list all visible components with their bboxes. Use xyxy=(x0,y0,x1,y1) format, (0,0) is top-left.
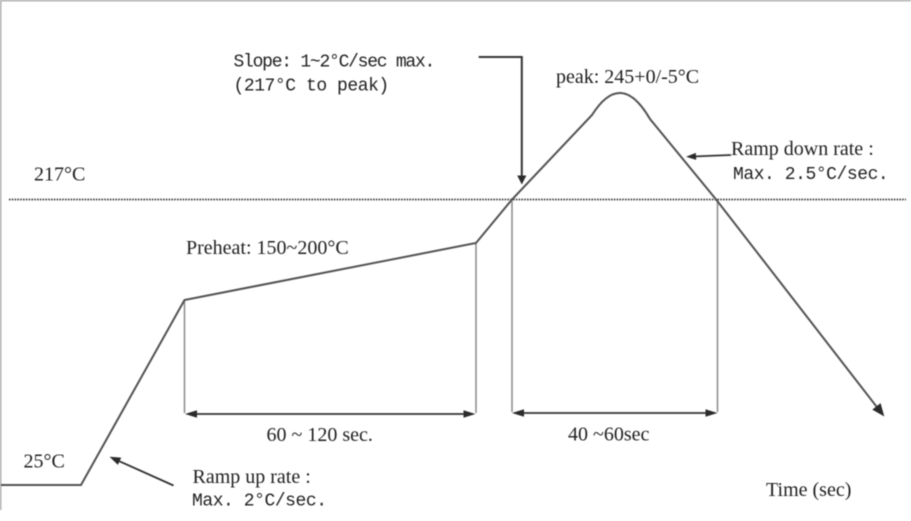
svg-text:Ramp up rate :: Ramp up rate : xyxy=(193,466,311,488)
svg-text:25°C: 25°C xyxy=(24,451,65,473)
svg-text:Slope: 1~2°C/sec max.: Slope: 1~2°C/sec max. xyxy=(234,53,435,73)
svg-text:60 ~ 120 sec.: 60 ~ 120 sec. xyxy=(267,424,373,446)
svg-text:(217°C to peak): (217°C to peak) xyxy=(234,77,389,97)
svg-text:Ramp down rate :: Ramp down rate : xyxy=(731,138,874,160)
svg-text:217°C: 217°C xyxy=(34,164,85,186)
svg-text:Max. 2°C/sec.: Max. 2°C/sec. xyxy=(192,492,327,512)
svg-text:Time (sec): Time (sec) xyxy=(766,479,851,501)
svg-text:peak: 245+0/-5°C: peak: 245+0/-5°C xyxy=(556,66,699,88)
svg-text:Preheat: 150~200°C: Preheat: 150~200°C xyxy=(186,237,349,259)
svg-text:40 ~60sec: 40 ~60sec xyxy=(568,424,649,446)
svg-text:Max. 2.5°C/sec.: Max. 2.5°C/sec. xyxy=(733,165,888,185)
